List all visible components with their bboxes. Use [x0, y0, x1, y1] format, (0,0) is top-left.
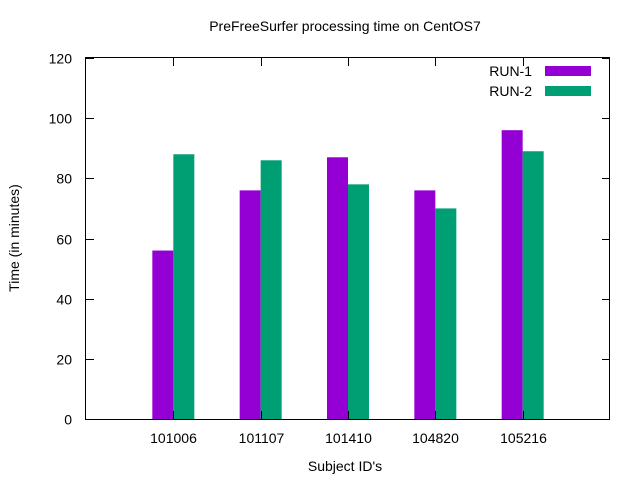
plot-frame	[85, 57, 610, 420]
legend-swatch-run-1	[545, 66, 591, 76]
legend: RUN-1 RUN-2	[489, 63, 591, 99]
y-axis-label: Time (in minutes)	[6, 184, 22, 292]
legend-label-run-1: RUN-1	[489, 63, 532, 79]
y-tick-label: 80	[56, 171, 72, 187]
bar-run-2-104820	[435, 208, 457, 419]
bar-run-1-101107	[239, 190, 261, 419]
x-tick-label: 101107	[239, 430, 285, 446]
x-tick-label: 105216	[500, 430, 547, 446]
x-tick-label: 101006	[150, 430, 197, 446]
legend-label-run-2: RUN-2	[489, 83, 532, 99]
legend-swatch-run-2	[545, 86, 591, 96]
y-tick-label: 100	[49, 111, 73, 127]
bar-run-1-105216	[501, 130, 523, 419]
y-tick-label: 0	[64, 412, 72, 428]
chart-title: PreFreeSurfer processing time on CentOS7	[209, 18, 481, 34]
bar-run-1-101410	[327, 157, 348, 419]
bar-run-1-104820	[414, 190, 436, 419]
x-axis-label: Subject ID's	[308, 458, 382, 474]
y-tick-label: 60	[56, 232, 72, 248]
x-tick-label: 104820	[412, 430, 459, 446]
y-tick-label: 40	[56, 292, 72, 308]
bar-run-2-105216	[522, 151, 544, 419]
bar-run-2-101107	[260, 160, 282, 420]
bar-run-2-101410	[348, 184, 369, 419]
y-ticks-layer: 0 20 40 60 80 100 120	[49, 51, 610, 428]
y-tick-label: 120	[49, 51, 73, 67]
bar-run-2-101006	[173, 154, 195, 419]
x-ticks-layer: 101006 101107 101410 104820 105216	[150, 58, 547, 446]
y-tick-label: 20	[56, 352, 72, 368]
bar-run-1-101006	[152, 250, 174, 419]
bars-layer	[152, 130, 544, 420]
x-tick-label: 101410	[325, 430, 372, 446]
